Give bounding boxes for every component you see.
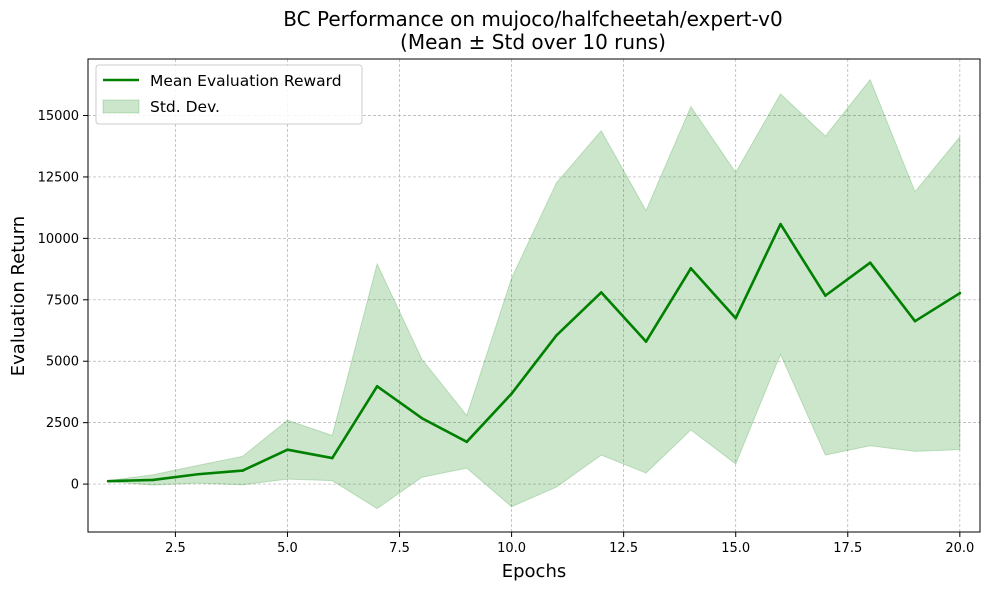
chart-title-line2: (Mean ± Std over 10 runs) xyxy=(400,30,666,54)
x-tick-label: 2.5 xyxy=(165,541,186,556)
mean-points xyxy=(106,222,962,483)
plot-frame xyxy=(87,58,981,533)
mean-point xyxy=(913,319,917,323)
mean-point xyxy=(465,440,469,444)
mean-point xyxy=(958,291,962,295)
legend: Mean Evaluation Reward Std. Dev. xyxy=(95,64,363,125)
legend-std-label: Std. Dev. xyxy=(150,98,220,116)
mean-point xyxy=(868,261,872,264)
x-tick-label: 10.0 xyxy=(497,541,526,556)
x-tick-label: 15.0 xyxy=(721,541,750,556)
mean-point xyxy=(420,416,424,420)
mean-point xyxy=(106,479,110,483)
y-tick-label: 7500 xyxy=(46,293,79,308)
x-tick-label: 5.0 xyxy=(277,541,298,556)
mean-point xyxy=(644,340,648,343)
std-dev-band xyxy=(107,78,961,510)
legend-box xyxy=(95,64,363,125)
x-axis-label: Epochs xyxy=(502,561,567,582)
y-tick-label: 0 xyxy=(71,478,79,493)
mean-evaluation-reward-line xyxy=(106,222,962,483)
legend-std-swatch xyxy=(102,99,140,114)
mean-point xyxy=(689,267,693,270)
chart-title-line1: BC Performance on mujoco/halfcheetah/exp… xyxy=(283,7,782,31)
mean-point xyxy=(510,392,513,395)
y-tick-label: 5000 xyxy=(46,355,79,370)
y-axis-ticks: 0 2500 5000 7500 10000 12500 15000 xyxy=(38,109,88,493)
y-tick-label: 2500 xyxy=(46,416,79,431)
mean-point xyxy=(286,448,289,451)
y-tick-label: 10000 xyxy=(38,232,79,247)
mean-point xyxy=(779,222,782,226)
mean-point xyxy=(330,456,334,460)
y-axis-label: Evaluation Return xyxy=(8,216,29,376)
mean-point xyxy=(734,316,738,320)
x-tick-label: 17.5 xyxy=(833,541,862,556)
x-axis-ticks: 2.5 5.0 7.5 10.0 12.5 15.0 17.5 20.0 xyxy=(165,532,974,556)
mean-point xyxy=(599,291,603,294)
y-tick-label: 15000 xyxy=(38,109,79,124)
x-tick-label: 20.0 xyxy=(945,541,974,556)
mean-point xyxy=(241,469,244,472)
mean-point xyxy=(375,384,379,388)
y-tick-label: 12500 xyxy=(38,170,79,185)
mean-point xyxy=(555,334,558,337)
legend-mean-label: Mean Evaluation Reward xyxy=(150,72,342,90)
mean-point xyxy=(151,478,155,482)
x-tick-label: 7.5 xyxy=(389,541,410,556)
mean-point xyxy=(824,294,827,297)
mean-point xyxy=(196,472,200,476)
x-tick-label: 12.5 xyxy=(609,541,638,556)
grid xyxy=(88,59,980,532)
